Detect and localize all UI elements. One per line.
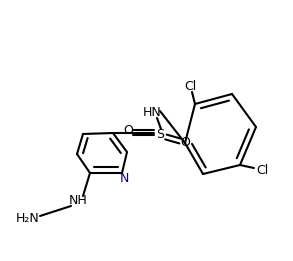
Text: S: S [156,128,164,141]
Text: Cl: Cl [184,80,196,92]
Text: Cl: Cl [256,163,268,176]
Text: O: O [180,137,190,150]
Text: HN: HN [143,106,161,120]
Text: H₂N: H₂N [16,212,40,226]
Text: O: O [123,123,133,137]
Text: N: N [119,173,129,186]
Text: NH: NH [69,194,87,207]
